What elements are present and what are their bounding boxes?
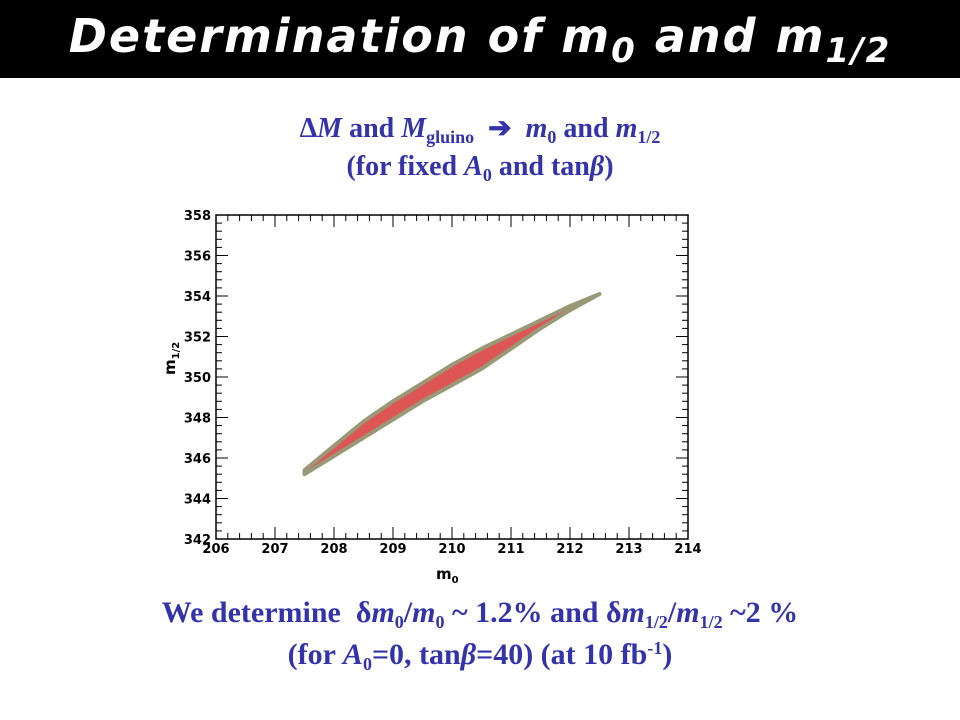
y-axis-label: m1/2 [161,342,182,375]
x-tick-label: 212 [556,542,583,557]
text-tan: =0, tan [371,638,461,671]
y-tick-label: 358 [184,209,211,224]
beta-symbol: β [589,151,605,182]
text-for-fixed: (for fixed [346,151,465,182]
beta-symbol-2: β [460,638,477,671]
title-bar: Determination of m0 and m1/2 [0,0,960,78]
y-tick-label: 350 [184,371,211,386]
superscript-inverse: -1 [647,638,663,658]
arrow-icon: ➔ [474,113,526,144]
x-tick-label: 206 [202,542,229,557]
text-close-paren-2: ) [662,638,673,671]
y-tick-label: 356 [184,250,211,265]
var-m0: m [525,113,548,144]
text-for: (for [287,638,343,671]
subscript-A0: 0 [482,165,492,185]
chart: 206 207 208 209 210 211 212 213 214 342 344 346 348 3… [161,209,702,585]
delta-symbol-2: δ [605,596,622,629]
var-m-c: m [621,596,645,629]
var-A0: A [464,151,483,182]
slide-title: Determination of m0 and m1/2 [0,6,960,68]
y-tick-label: 344 [184,493,211,508]
var-m-d: m [676,596,700,629]
subscript-b: 0 [435,612,445,632]
subscript-half: 1/2 [637,127,661,147]
var-m-a: m [371,596,395,629]
subscript-0: 0 [547,127,557,147]
summary-line-1: We determine δm0/m0 ~ 1.2% and δm1/2/m1/… [0,592,960,634]
subscript-c: 1/2 [644,612,668,632]
x-tick-label: 207 [261,542,288,557]
x-tick-label: 210 [438,542,465,557]
y-tick-label: 352 [184,331,211,346]
var-m12: m [615,113,638,144]
var-M-gluino: M [401,113,427,144]
slash-2: / [667,596,677,629]
slash-1: / [403,596,413,629]
var-A: A [342,638,363,671]
x-tick-label: 211 [497,542,524,557]
text-and-2: and [556,113,616,144]
y-tick-label: 346 [184,452,211,467]
x-tick-label: 208 [320,542,347,557]
text-close-paren: ) [604,151,614,182]
x-axis-label: m0 [436,565,459,585]
text-we-determine: We determine [161,596,356,629]
delta-symbol: Δ [299,113,318,144]
subscript-A: 0 [362,654,372,674]
subtitle-line-1: ΔM and Mgluino ➔ m0 and m1/2 [0,110,960,148]
title-text: Determination of m [68,9,612,63]
y-tick-label: 354 [184,290,211,305]
allowed-region [302,292,602,477]
y-tick-label: 348 [184,412,211,427]
x-tick-label: 209 [379,542,406,557]
subtitle-line-2: (for fixed A0 and tanβ) [0,148,960,186]
text-precision-1: ~ 1.2% and [444,596,606,629]
title-subscript-0: 0 [611,31,637,71]
subscript-d: 1/2 [699,612,723,632]
delta-symbol-1: δ [355,596,372,629]
x-tick-label: 214 [674,542,701,557]
text-and: and [342,113,402,144]
title-subscript-half: 1/2 [825,31,892,71]
summary: We determine δm0/m0 ~ 1.2% and δm1/2/m1/… [0,592,960,676]
summary-line-2: (for A0=0, tanβ=40) (at 10 fb-1) [0,634,960,676]
y-tick-label: 342 [184,533,211,548]
text-luminosity: =40) (at 10 fb [476,638,648,671]
title-text-mid: and m [636,9,826,63]
var-M: M [317,113,343,144]
subtitle: ΔM and Mgluino ➔ m0 and m1/2 (for fixed … [0,110,960,186]
subscript-gluino: gluino [426,127,475,147]
text-precision-2: ~2 % [722,596,799,629]
var-m-b: m [412,596,436,629]
x-tick-label: 213 [615,542,642,557]
text-and-tan: and tan [491,151,590,182]
subscript-a: 0 [394,612,404,632]
